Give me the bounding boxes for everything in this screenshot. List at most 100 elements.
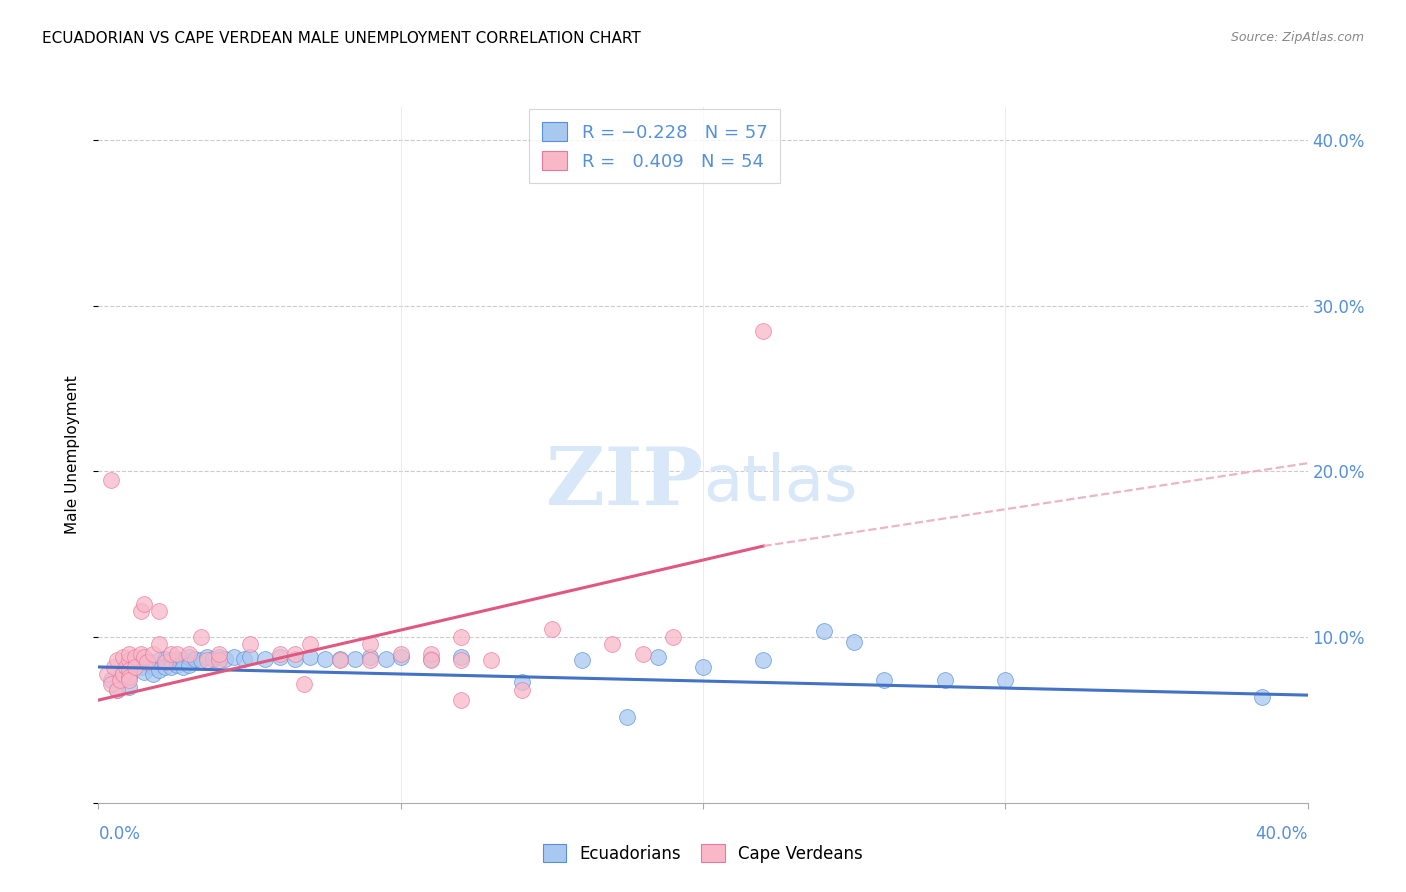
Point [172,653,194,667]
Point [374,651,396,665]
Point [179,647,201,661]
Point [103,660,125,674]
Point [132,650,155,665]
Point [166,647,188,661]
Point [118,660,141,674]
Point [118,670,141,684]
Point [179,650,201,665]
Text: 40.0%: 40.0% [1256,825,1308,843]
Point [153,660,176,674]
Text: atlas: atlas [703,451,858,514]
Point [195,650,218,665]
Point [420,653,443,667]
Point [190,630,212,644]
Point [142,666,165,681]
Point [299,650,322,665]
Point [132,665,155,679]
Point [360,653,382,667]
Point [360,650,382,665]
Point [360,637,382,651]
Point [160,660,183,674]
Point [135,655,157,669]
Point [450,650,472,665]
Point [571,653,593,667]
Point [208,650,231,665]
Point [450,653,472,667]
Point [420,651,443,665]
Point [450,693,472,707]
Point [96,666,118,681]
Point [142,647,165,661]
Text: 0.0%: 0.0% [98,825,141,843]
Point [481,653,503,667]
Point [269,650,291,665]
Point [208,653,231,667]
Point [389,647,412,661]
Point [124,655,146,669]
Point [994,673,1017,688]
Point [329,653,352,667]
Point [202,651,225,665]
Point [214,651,236,665]
Point [420,647,443,661]
Point [232,651,254,665]
Point [166,651,188,665]
Point [844,635,866,649]
Point [450,630,472,644]
Point [118,653,141,667]
Text: ECUADORIAN VS CAPE VERDEAN MALE UNEMPLOYMENT CORRELATION CHART: ECUADORIAN VS CAPE VERDEAN MALE UNEMPLOY… [42,31,641,46]
Point [111,650,134,665]
Point [111,666,134,681]
Point [284,647,307,661]
Point [292,676,315,690]
Point [148,653,170,667]
Point [118,673,141,688]
Point [100,676,122,690]
Point [253,651,276,665]
Point [124,660,146,674]
Point [540,622,562,636]
Point [389,650,412,665]
Text: ZIP: ZIP [546,443,703,522]
Point [195,653,218,667]
Point [129,604,152,618]
Point [129,660,152,674]
Point [510,683,533,698]
Point [510,674,533,689]
Point [118,663,141,677]
Point [129,647,152,661]
Point [299,637,322,651]
Point [105,683,128,698]
Point [105,683,128,698]
Point [148,663,170,677]
Point [179,658,201,673]
Point [934,673,956,688]
Point [153,655,176,669]
Point [153,651,176,665]
Point [118,647,141,661]
Point [100,473,122,487]
Point [284,651,307,665]
Point [344,651,367,665]
Point [118,670,141,684]
Point [314,651,336,665]
Point [752,324,775,338]
Point [124,650,146,665]
Point [105,653,128,667]
Point [208,647,231,661]
Point [118,680,141,694]
Point [873,673,896,688]
Point [662,630,685,644]
Point [184,651,207,665]
Point [166,658,188,673]
Point [329,651,352,665]
Point [602,637,624,651]
Point [135,653,157,667]
Point [813,624,835,638]
Point [160,647,183,661]
Point [148,604,170,618]
Point [647,650,669,665]
Point [100,673,122,688]
Point [269,647,291,661]
Point [239,650,262,665]
